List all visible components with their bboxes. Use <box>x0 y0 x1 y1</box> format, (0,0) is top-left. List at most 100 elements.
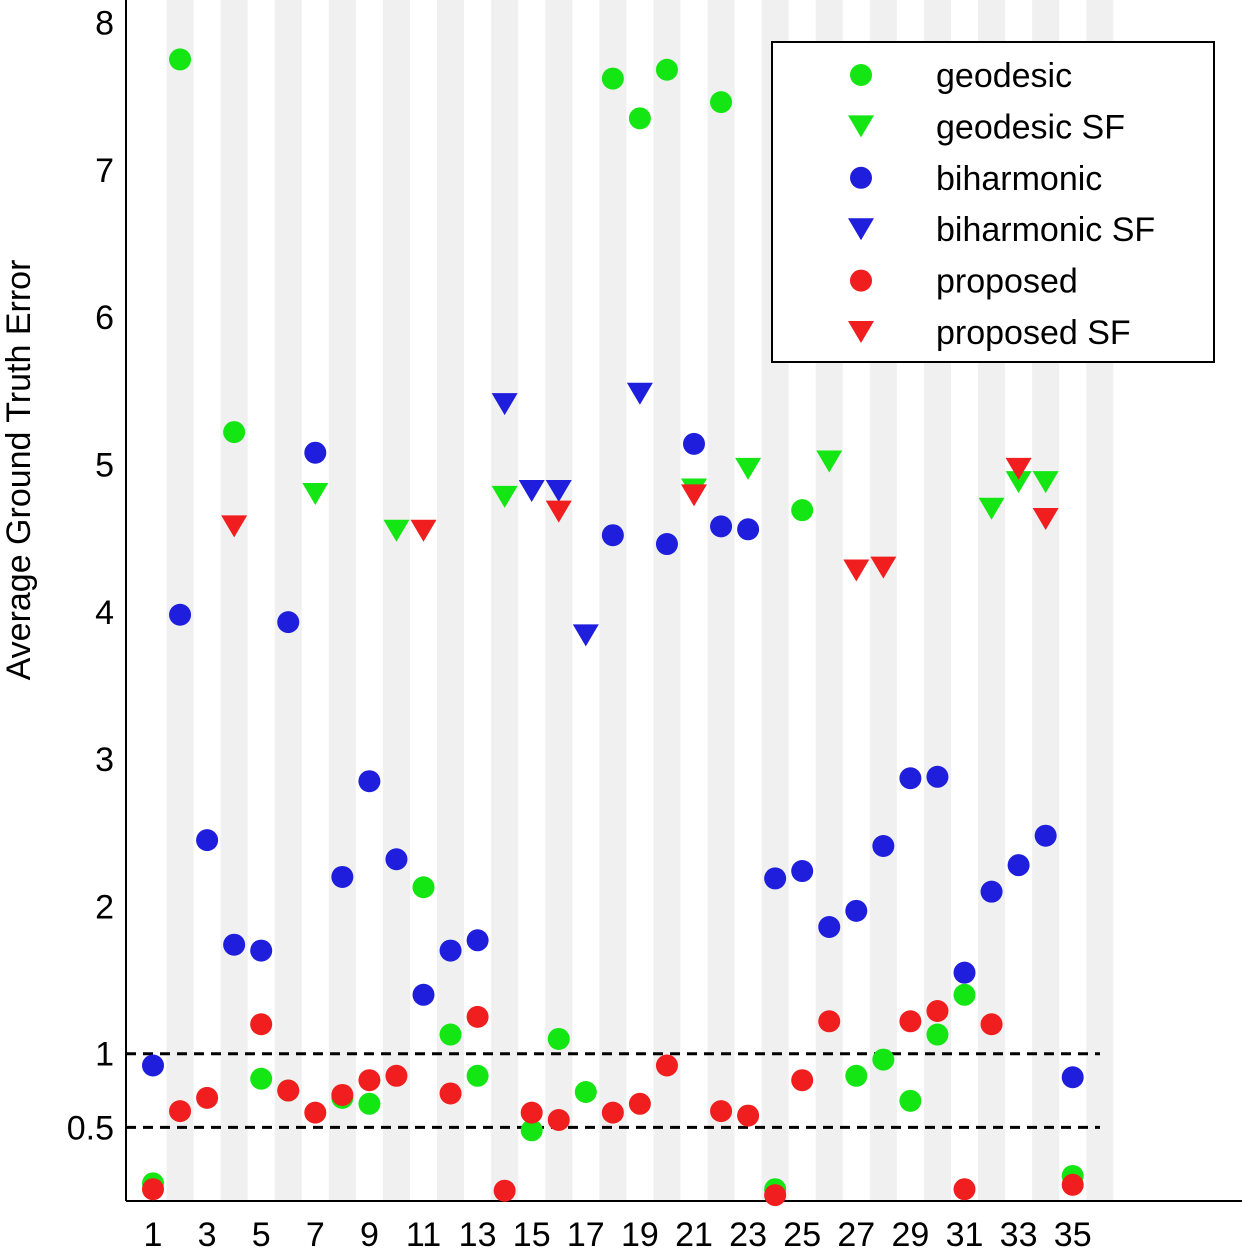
point-proposed-sf <box>410 519 437 542</box>
point-geodesic-sf <box>1005 471 1032 494</box>
point-geodesic-sf <box>302 482 329 505</box>
point-biharmonic-sf <box>626 382 653 405</box>
point-proposed <box>710 1100 733 1123</box>
point-biharmonic-sf <box>491 393 518 416</box>
point-proposed <box>926 999 949 1022</box>
point-proposed <box>169 1100 192 1123</box>
point-proposed <box>547 1108 570 1131</box>
x-tick-label: 21 <box>675 1216 713 1251</box>
point-proposed <box>196 1086 219 1109</box>
point-biharmonic <box>1061 1066 1084 1089</box>
stripe-band <box>274 0 302 1201</box>
point-biharmonic <box>439 939 462 962</box>
y-tick-label: 4 <box>95 594 114 632</box>
x-tick-label: 31 <box>946 1216 984 1251</box>
point-biharmonic <box>142 1054 164 1077</box>
point-proposed-sf <box>1032 508 1059 531</box>
point-biharmonic <box>764 867 787 890</box>
point-proposed-sf <box>681 484 707 507</box>
point-geodesic-sf <box>491 485 518 508</box>
point-biharmonic <box>1034 824 1057 847</box>
stripe-band <box>328 0 356 1201</box>
x-tick-label: 11 <box>406 1216 441 1251</box>
point-biharmonic <box>953 961 976 984</box>
point-biharmonic <box>791 860 814 883</box>
point-proposed-sf <box>870 556 897 579</box>
y-tick-labels: 0.5 1 2 3 4 5 6 7 8 <box>67 5 114 1148</box>
x-tick-label: 19 <box>621 1216 659 1251</box>
point-geodesic-sf <box>735 457 762 480</box>
point-geodesic <box>547 1027 570 1050</box>
point-geodesic <box>250 1067 273 1090</box>
point-biharmonic <box>412 983 435 1006</box>
point-biharmonic <box>304 441 327 464</box>
point-biharmonic <box>655 533 678 556</box>
point-proposed <box>304 1101 327 1124</box>
point-biharmonic <box>223 933 246 956</box>
point-biharmonic <box>1007 854 1030 877</box>
point-proposed <box>439 1082 462 1105</box>
point-biharmonic <box>601 524 624 547</box>
axes <box>125 0 1242 1202</box>
point-proposed <box>655 1054 678 1077</box>
legend: geodesic geodesic SF biharmonic biharmonic … <box>771 41 1215 363</box>
stripe-band <box>382 0 410 1201</box>
x-tick-label: 9 <box>360 1216 379 1251</box>
point-proposed <box>1061 1173 1084 1196</box>
point-proposed <box>628 1092 651 1115</box>
point-biharmonic <box>466 929 489 952</box>
x-tick-label: 15 <box>513 1216 551 1251</box>
x-tick-label: 17 <box>567 1216 605 1251</box>
point-proposed <box>493 1179 516 1202</box>
point-proposed <box>791 1069 814 1092</box>
point-biharmonic <box>710 515 733 538</box>
legend-label-proposed: proposed <box>936 263 1078 301</box>
point-geodesic <box>358 1092 381 1115</box>
point-geodesic <box>574 1080 597 1103</box>
legend-box <box>771 41 1215 363</box>
y-tick-label: 1 <box>95 1036 114 1074</box>
x-tick-label: 7 <box>306 1216 325 1251</box>
stripe-band <box>437 0 465 1201</box>
point-geodesic <box>872 1048 895 1071</box>
x-tick-label: 3 <box>198 1216 217 1251</box>
point-biharmonic <box>899 767 922 790</box>
y-tick-label: 5 <box>95 447 114 485</box>
x-tick-labels: 1 3 5 7 9 11 13 15 17 19 21 23 25 27 29 31 33 35 <box>144 1216 1092 1251</box>
point-proposed <box>358 1069 381 1092</box>
point-biharmonic <box>737 518 760 541</box>
stripe-band <box>545 0 573 1201</box>
point-proposed-sf <box>843 559 870 582</box>
point-biharmonic <box>277 611 300 634</box>
legend-label-biharmonic: biharmonic <box>936 160 1102 198</box>
point-proposed <box>818 1010 841 1033</box>
point-biharmonic-sf <box>518 480 545 503</box>
point-biharmonic <box>250 939 273 962</box>
point-biharmonic <box>845 899 868 922</box>
point-geodesic-sf <box>816 450 843 473</box>
point-biharmonic-sf <box>545 480 572 503</box>
stripe-band <box>220 0 248 1201</box>
legend-label-biharmonic-sf: biharmonic SF <box>936 211 1155 249</box>
point-geodesic <box>520 1119 543 1142</box>
point-geodesic <box>601 67 624 90</box>
legend-label-geodesic-sf: geodesic SF <box>936 108 1125 146</box>
point-proposed <box>331 1083 354 1106</box>
x-tick-label: 13 <box>459 1216 497 1251</box>
point-biharmonic <box>331 865 354 888</box>
y-tick-label: 7 <box>95 152 114 190</box>
point-geodesic <box>655 58 678 81</box>
point-biharmonic <box>980 880 1003 903</box>
y-tick-label: 2 <box>95 888 114 926</box>
stripe-band <box>491 0 519 1201</box>
legend-marker-geodesic-sf <box>848 115 874 138</box>
y-tick-label: 6 <box>95 299 114 337</box>
x-tick-label: 33 <box>1000 1216 1038 1251</box>
x-tick-label: 5 <box>252 1216 271 1251</box>
legend-label-proposed-sf: proposed SF <box>936 314 1131 352</box>
point-geodesic-sf <box>1032 471 1059 494</box>
background-stripes <box>166 0 1114 1201</box>
legend-marker-biharmonic <box>850 166 872 189</box>
point-biharmonic <box>683 432 705 455</box>
stripe-band <box>166 0 194 1201</box>
